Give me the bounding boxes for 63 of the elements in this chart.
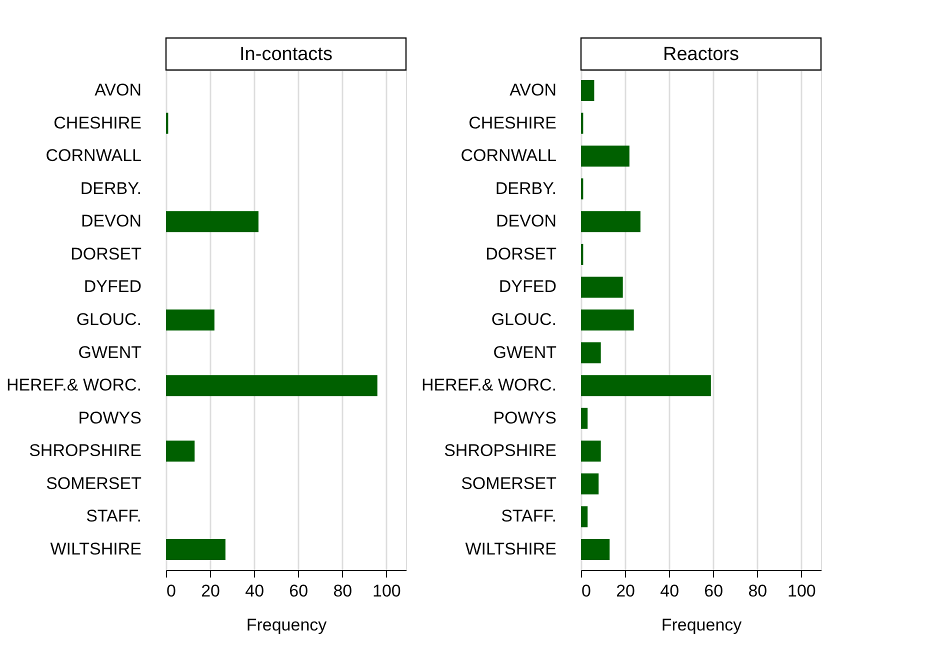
x-tick-label: 40 [660,582,680,600]
y-tick-label: POWYS [78,408,142,428]
y-tick-label: POWYS [493,408,556,428]
y-tick-label: DYFED [498,277,556,296]
bar [581,375,711,396]
y-tick-label: DORSET [486,244,556,264]
bar [581,310,634,330]
y-tick-label: AVON [94,80,142,100]
y-tick-label: WILTSHIRE [465,540,556,559]
x-tick-label: 0 [582,582,591,600]
bar [581,473,599,494]
bar [581,506,588,528]
y-tick-label: DEVON [81,212,142,231]
y-tick-label: CHESHIRE [468,113,556,132]
x-tick-label: 100 [372,582,401,600]
x-tick-label: 80 [748,582,768,600]
bar [581,440,601,462]
y-tick-label: GLOUC. [76,310,142,329]
y-tick-label: AVON [510,80,556,100]
bar [166,375,378,396]
x-tick-label: 0 [166,582,176,600]
y-tick-label: GWENT [78,342,142,362]
y-tick-label: DORSET [70,244,142,264]
bar [581,146,630,167]
x-tick-label: 40 [245,582,264,600]
bar [581,342,601,364]
bar [581,276,623,298]
y-tick-label: HEREF.& WORC. [6,376,142,395]
x-tick-label: 20 [616,582,635,600]
y-tick-label: STAFF. [501,506,556,526]
bar [166,440,195,462]
x-tick-label: 80 [333,582,352,600]
x-axis-title: Frequency [246,616,328,634]
chart-title: In-contacts [240,44,332,65]
y-tick-label: SOMERSET [46,474,142,493]
x-axis-title: Frequency [661,616,742,634]
bar [581,408,588,429]
bar [166,539,226,560]
y-tick-label: SHROPSHIRE [444,441,556,460]
x-tick-label: 60 [289,582,308,600]
y-tick-label: GLOUC. [491,310,556,329]
y-tick-label: DYFED [84,277,142,296]
y-tick-label: WILTSHIRE [50,540,142,559]
bar [581,80,594,101]
y-tick-label: SOMERSET [461,474,556,493]
y-tick-label: CORNWALL [46,146,142,166]
y-tick-label: SHROPSHIRE [29,441,142,460]
chart-title: Reactors [662,44,740,65]
x-tick-label: 20 [201,582,220,600]
y-tick-label: STAFF. [86,506,142,526]
y-tick-label: GWENT [493,342,556,362]
x-tick-label: 60 [704,582,724,600]
bar [166,211,258,232]
y-tick-label: HEREF.& WORC. [421,376,556,395]
y-tick-label: CHESHIRE [54,113,142,132]
y-tick-label: DEVON [496,212,556,231]
x-tick-label: 100 [787,582,816,600]
bar [166,310,214,330]
bar [581,539,610,560]
y-tick-label: DERBY. [495,178,556,198]
bar [581,211,640,232]
y-tick-label: DERBY. [80,178,142,198]
y-tick-label: CORNWALL [460,146,556,166]
